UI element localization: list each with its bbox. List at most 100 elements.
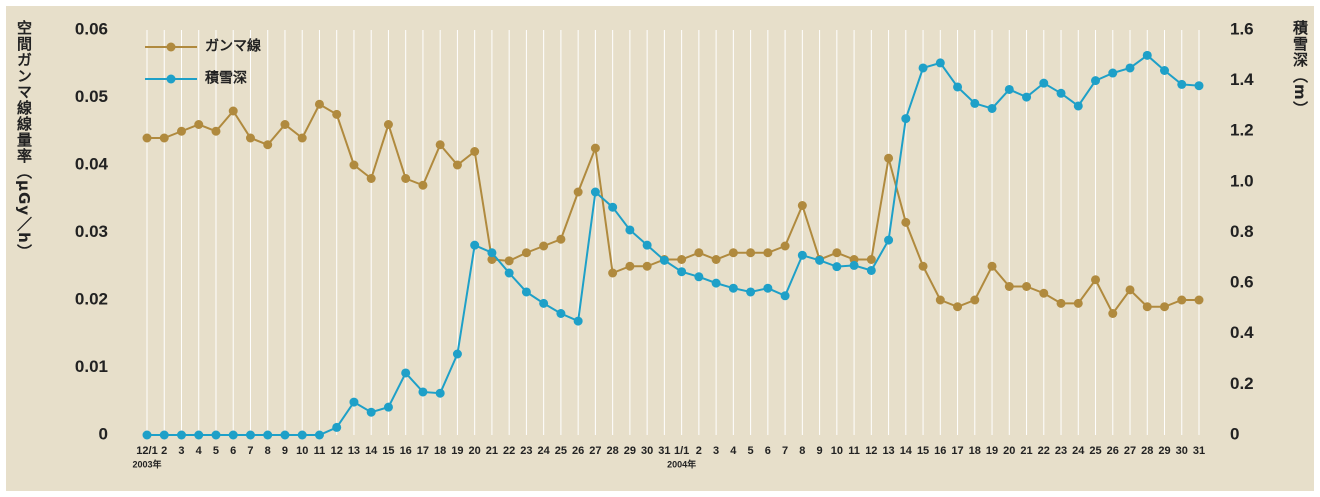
- x-tick-label: 14: [365, 445, 378, 457]
- data-point: [228, 430, 238, 440]
- x-tick-label: 29: [1158, 445, 1170, 457]
- data-point: [1022, 282, 1032, 291]
- data-point: [280, 430, 290, 440]
- data-point: [1091, 76, 1101, 86]
- x-tick-label: 4: [730, 445, 737, 457]
- x-tick-label: 27: [589, 445, 601, 457]
- data-point: [815, 255, 825, 265]
- y2-tick-label: 1.6: [1230, 19, 1254, 38]
- y2-tick-label: 0: [1230, 424, 1239, 443]
- data-point: [521, 248, 531, 258]
- x-tick-label: 7: [247, 445, 253, 457]
- data-point: [1039, 288, 1049, 298]
- x-tick-label: 31: [1193, 445, 1205, 457]
- data-point: [418, 180, 428, 190]
- data-point: [314, 99, 324, 109]
- data-point: [245, 430, 255, 440]
- data-point: [539, 241, 549, 251]
- data-point: [694, 272, 704, 282]
- data-point: [677, 255, 687, 264]
- x-tick-label: 22: [1038, 445, 1050, 457]
- data-point: [763, 283, 773, 293]
- x-tick-label: 20: [469, 445, 481, 457]
- data-point: [746, 248, 756, 258]
- data-point: [918, 261, 928, 271]
- data-point: [452, 349, 462, 359]
- data-point: [987, 261, 997, 271]
- y-tick-label: 0.05: [75, 87, 108, 106]
- data-point: [142, 430, 152, 440]
- x-tick-label: 24: [538, 445, 551, 457]
- data-point: [194, 430, 204, 440]
- data-point: [866, 255, 876, 264]
- data-point: [694, 248, 704, 258]
- data-point: [780, 241, 790, 251]
- data-point: [1039, 78, 1049, 88]
- data-point: [832, 248, 842, 258]
- data-point: [1125, 63, 1135, 73]
- x-tick-label: 30: [641, 445, 653, 457]
- data-point: [366, 174, 376, 183]
- data-point: [1056, 88, 1066, 98]
- data-point: [245, 133, 255, 143]
- data-point: [297, 133, 307, 143]
- x-tick-label: 13: [348, 445, 360, 457]
- data-point: [280, 120, 290, 129]
- data-point: [1108, 68, 1118, 78]
- x-tick-label: 21: [1020, 445, 1032, 457]
- data-point: [263, 430, 273, 440]
- data-point: [866, 265, 876, 275]
- x-tick-label: 11: [848, 445, 860, 457]
- x-tick-label: 12: [331, 445, 343, 457]
- data-point: [1056, 298, 1066, 308]
- data-point: [556, 234, 566, 244]
- data-point: [711, 278, 721, 288]
- data-point: [383, 402, 393, 412]
- data-point: [1125, 285, 1135, 295]
- y-tick-label: 0.02: [75, 289, 108, 308]
- data-point: [573, 187, 583, 197]
- data-point: [1194, 81, 1204, 91]
- data-point: [797, 250, 807, 260]
- data-point: [901, 217, 911, 227]
- x-tick-label: 30: [1176, 445, 1188, 457]
- data-point: [314, 430, 324, 440]
- data-point: [521, 287, 531, 297]
- x-tick-label: 19: [451, 445, 463, 457]
- x-tick-label: 19: [986, 445, 998, 457]
- data-point: [642, 261, 652, 271]
- data-point: [487, 248, 497, 258]
- x-tick-label: 27: [1124, 445, 1136, 457]
- legend-label: 積雪深: [204, 70, 247, 86]
- x-tick-label: 6: [765, 445, 771, 457]
- data-point: [728, 283, 738, 293]
- data-point: [159, 133, 169, 143]
- x-tick-label: 22: [503, 445, 515, 457]
- data-point: [435, 388, 445, 398]
- data-point: [608, 202, 618, 212]
- data-point: [1142, 302, 1152, 312]
- x-tick-label: 25: [555, 445, 567, 457]
- y-axis-label: 空間ガンマ線線量率（μGy／h）: [15, 20, 33, 260]
- x-tick-label: 16: [934, 445, 946, 457]
- x-tick-label: 12: [865, 445, 877, 457]
- data-point: [953, 82, 963, 92]
- data-point: [746, 287, 756, 297]
- y-tick-label: 0.01: [75, 357, 108, 376]
- x-tick-label: 15: [382, 445, 394, 457]
- x-tick-label: 16: [400, 445, 412, 457]
- x-tick-label: 17: [951, 445, 963, 457]
- x-tick-label: 5: [748, 445, 754, 457]
- y-tick-label: 0.04: [75, 154, 109, 173]
- data-point: [1022, 92, 1032, 102]
- data-point: [332, 109, 342, 119]
- x-tick-label: 31: [658, 445, 670, 457]
- data-point: [780, 291, 790, 301]
- x-tick-label: 9: [282, 445, 288, 457]
- x-tick-label: 28: [607, 445, 619, 457]
- x-tick-label: 8: [799, 445, 805, 457]
- x-tick-label: 25: [1089, 445, 1101, 457]
- y2-axis-label: 積雪深（m）: [1291, 20, 1309, 117]
